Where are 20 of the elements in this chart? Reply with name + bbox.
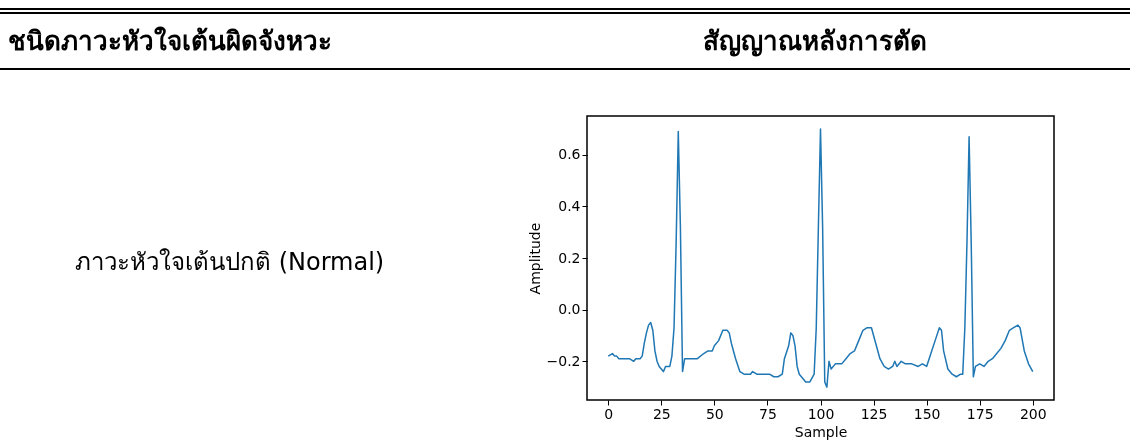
x-tick-label: 150 [913, 405, 941, 422]
x-tick-label: 25 [652, 405, 671, 422]
text: สัญญาณหลังการตัด [703, 25, 927, 59]
text: ภาวะหัวใจเต้นปกติ (Normal) [75, 247, 385, 278]
y-tick-label: 0.6 [558, 146, 581, 163]
line-series [607, 128, 1034, 388]
x-axis-title: Sample [794, 423, 848, 440]
x-tick-label: 175 [966, 405, 994, 422]
y-tick-label: −0.2 [546, 352, 581, 369]
x-tick-label: 200 [1019, 405, 1047, 422]
x-tick-label: 50 [705, 405, 724, 422]
y-tick-label: 0.4 [558, 197, 581, 214]
x-tick-label: 75 [759, 405, 777, 422]
y-tick-label: 0.2 [558, 249, 581, 266]
x-tick-label: 125 [860, 405, 888, 422]
x-tick-label: 100 [807, 405, 835, 422]
text: ชนิดภาวะหัวใจเต้นผิดจังหวะ [8, 25, 332, 58]
x-tick-label: 0 [604, 405, 614, 422]
y-axis-title: Amplitude [526, 222, 543, 295]
y-tick-label: 0.0 [558, 301, 581, 318]
